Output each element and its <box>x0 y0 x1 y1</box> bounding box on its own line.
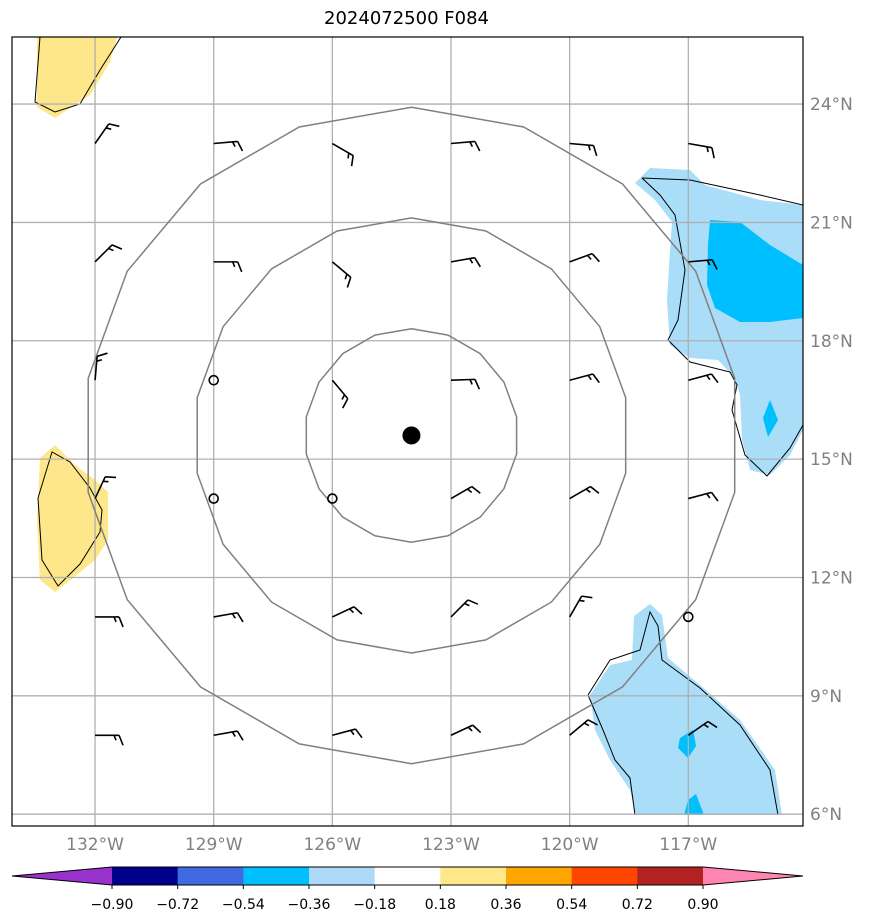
colorbar-tick-label: −0.72 <box>156 897 199 913</box>
wind-barb <box>688 373 719 384</box>
wind-barb <box>569 373 600 384</box>
colorbar-segment <box>112 867 179 885</box>
range-ring <box>305 327 518 543</box>
wind-barb <box>332 606 363 618</box>
positive-anomaly-region-northwest <box>37 37 117 118</box>
wind-barb <box>569 485 600 500</box>
wind-barb <box>450 485 481 500</box>
calm-wind-marker <box>208 493 220 504</box>
colorbar-segment <box>374 867 441 885</box>
latitude-label: 18°N <box>810 332 853 352</box>
calm-wind-marker <box>327 493 338 504</box>
longitude-label: 126°W <box>303 835 361 855</box>
colorbar-segment <box>309 867 376 885</box>
wind-barb <box>331 379 349 409</box>
wind-barb <box>807 485 836 508</box>
colorbar-tick-label: 0.36 <box>490 897 521 913</box>
longitude-label: 132°W <box>66 835 124 855</box>
wind-barb <box>450 378 481 390</box>
colorbar-tick-label: −0.18 <box>353 897 396 913</box>
longitude-label: 117°W <box>659 835 717 855</box>
range-ring <box>87 106 736 765</box>
colorbar-tick-label: 0.90 <box>687 897 718 913</box>
map-body <box>12 37 836 826</box>
colorbar-segment <box>571 867 638 885</box>
map-frame <box>11 36 804 827</box>
wind-barb <box>688 258 718 270</box>
colorbar-segment <box>440 867 507 885</box>
negative-anomaly-region-east <box>635 168 803 475</box>
negative-anomaly-core-southeast-a <box>678 730 696 758</box>
latitude-label: 21°N <box>810 213 853 233</box>
colorbar-extend-min <box>12 867 112 885</box>
wind-barb <box>331 261 352 288</box>
negative-anomaly-core-east <box>707 220 803 322</box>
colorbar: −0.90 −0.72 −0.54 −0.36 −0.18 0.18 0.36 0.54 0.7… <box>11 866 804 913</box>
storm-center-marker <box>402 426 421 445</box>
wind-barb <box>213 261 243 273</box>
wind-barb <box>807 139 836 154</box>
wind-barb <box>95 734 124 746</box>
wind-barb <box>94 352 108 381</box>
colorbar-segment <box>177 867 244 885</box>
colorbar-tick-label: 0.18 <box>425 897 456 913</box>
wind-barb <box>569 719 598 736</box>
wind-barb <box>687 720 718 736</box>
wind-barb <box>213 730 244 741</box>
latitude-label: 15°N <box>810 450 853 470</box>
latitude-label: 6°N <box>810 805 842 825</box>
wind-barb <box>213 611 244 623</box>
longitude-label: 120°W <box>541 835 599 855</box>
negative-anomaly-region-southeast <box>590 604 782 815</box>
wind-barb <box>94 123 120 144</box>
wind-barb <box>688 491 719 502</box>
latitude-label: 12°N <box>810 568 853 588</box>
wind-barb <box>688 142 715 159</box>
positive-anomaly-region-west <box>37 445 108 592</box>
chart-title: 2024072500 F084 <box>324 8 489 29</box>
negative-anomaly-core-east-small <box>763 400 778 437</box>
wind-barb <box>95 616 124 628</box>
wind-barb <box>94 476 116 499</box>
wind-barb <box>332 728 363 739</box>
range-rings <box>87 106 736 765</box>
wind-barb <box>450 724 482 736</box>
wind-barbs <box>94 123 836 746</box>
colorbar-tick-label: −0.54 <box>222 897 265 913</box>
longitude-label: 129°W <box>185 835 243 855</box>
colorbar-tick-label: 0.72 <box>622 897 653 913</box>
latitude-label: 24°N <box>810 95 853 115</box>
wind-barb <box>568 595 593 618</box>
latitude-labels: 24°N 21°N 18°N 15°N 12°N 9°N 6°N <box>810 95 853 825</box>
negative-anomaly-core-southeast-b <box>684 794 704 815</box>
wind-barb <box>94 244 123 263</box>
longitude-label: 123°W <box>422 835 480 855</box>
colorbar-tick-label: −0.90 <box>91 897 134 913</box>
range-ring <box>196 217 627 654</box>
wind-barb <box>450 599 479 618</box>
colorbar-tick-label: 0.54 <box>556 897 587 913</box>
colorbar-segment <box>243 867 310 885</box>
calm-wind-marker <box>208 374 220 386</box>
latitude-label: 9°N <box>810 687 842 707</box>
longitude-labels: 132°W 129°W 126°W 123°W 120°W 117°W <box>66 835 717 855</box>
colorbar-tick-label: −0.36 <box>288 897 331 913</box>
colorbar-segment <box>506 867 573 885</box>
wind-barb <box>807 379 835 390</box>
wind-barb <box>807 735 835 745</box>
wind-barb <box>450 256 481 268</box>
colorbar-segment <box>637 867 704 885</box>
calm-wind-marker <box>683 611 694 623</box>
wind-barb <box>807 257 836 272</box>
wind-barb <box>569 142 598 157</box>
wind-barb <box>450 140 481 152</box>
wind-barb <box>331 142 354 167</box>
wind-barb <box>569 252 600 263</box>
wind-barb <box>213 140 244 152</box>
colorbar-extend-max <box>703 867 803 885</box>
